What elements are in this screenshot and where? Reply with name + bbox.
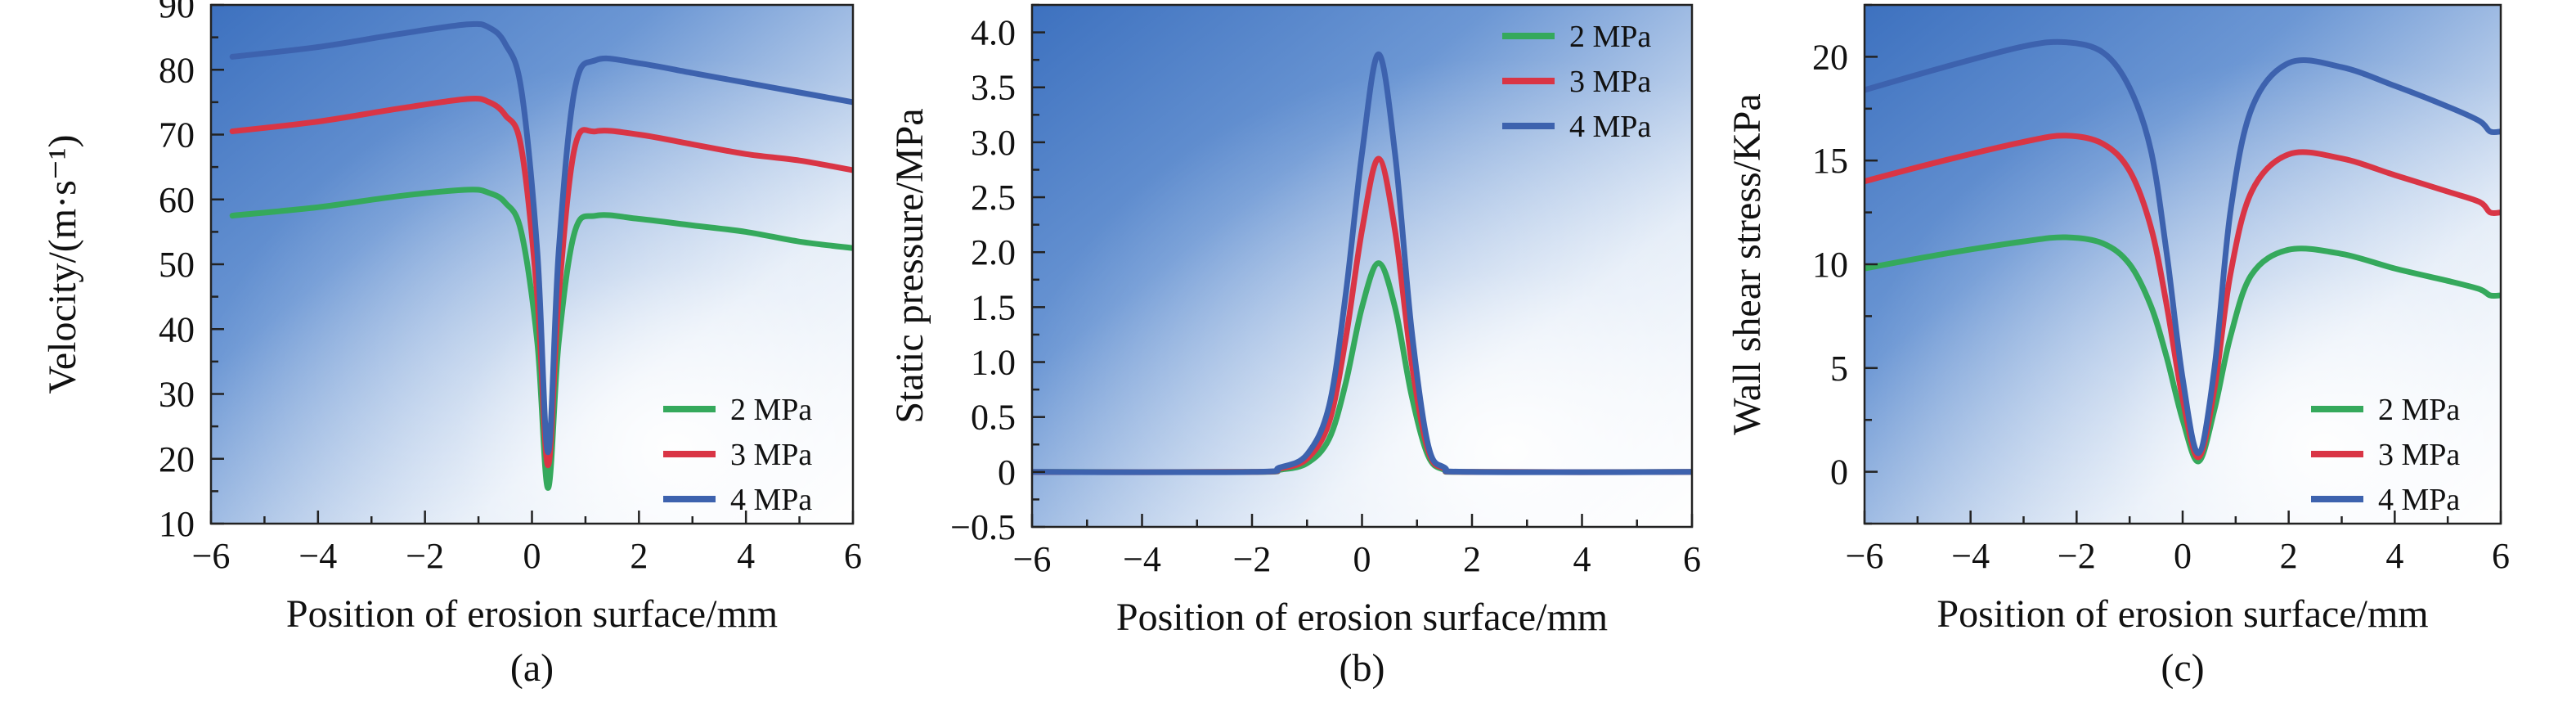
y-axis-label: Static pressure/MPa — [888, 108, 931, 423]
x-tick-label: −4 — [1951, 536, 1990, 576]
x-axis-label: Position of erosion surface/mm — [1936, 592, 2428, 636]
x-axis-label: Position of erosion surface/mm — [286, 592, 778, 636]
y-tick-label: 10 — [159, 504, 195, 544]
series-line-4-mpa — [1032, 51, 1692, 475]
y-tick-label: 15 — [1812, 141, 1848, 181]
y-axis-label: Wall shear stress/KPa — [1726, 93, 1769, 434]
x-tick-label: −2 — [1233, 539, 1272, 579]
x-tick-label: 6 — [2492, 536, 2510, 576]
panel-label: (c) — [2161, 646, 2204, 690]
y-tick-label: 2.5 — [971, 178, 1016, 218]
legend-label: 4 MPa — [730, 483, 812, 517]
legend-label: 4 MPa — [1569, 110, 1651, 144]
legend: 2 MPa 3 MPa 4 MPa — [1502, 20, 1651, 144]
x-tick-label: 2 — [2280, 536, 2298, 576]
legend: 2 MPa 3 MPa 4 MPa — [2311, 393, 2460, 517]
x-tick-label: 6 — [1683, 539, 1701, 579]
chart-panel-3: −6 −4 −2 0 2 4 6 0 5 10 15 20 Position of erosion su… — [1726, 3, 2510, 690]
y-tick-label: 5 — [1830, 349, 1848, 389]
series-line-4-mpa — [1865, 38, 2501, 457]
y-tick-label: 60 — [159, 180, 195, 220]
chart-panel-2: −6 −4 −2 0 2 4 6 −0.5 0 0.5 1.0 1.5 2.0 2.5 3.0 3.5 4.0 P… — [888, 3, 1701, 690]
y-tick-label: 80 — [159, 50, 195, 90]
y-tick-label: 90 — [159, 0, 195, 25]
y-tick-label: 10 — [1812, 245, 1848, 285]
legend-label: 2 MPa — [1569, 20, 1651, 54]
x-tick-label: −2 — [406, 536, 444, 576]
legend: 2 MPa 3 MPa 4 MPa — [663, 393, 812, 517]
legend-label: 2 MPa — [2378, 393, 2460, 427]
x-tick-label: 2 — [1463, 539, 1481, 579]
legend-label: 3 MPa — [2378, 438, 2460, 472]
panel-label: (a) — [510, 646, 554, 690]
legend-label: 3 MPa — [730, 438, 812, 472]
y-tick-label: 4.0 — [971, 13, 1016, 53]
x-tick-label: 6 — [844, 536, 862, 576]
series-line-2-mpa — [229, 187, 853, 491]
x-axis-label: Position of erosion surface/mm — [1116, 596, 1608, 639]
legend-label: 2 MPa — [730, 393, 812, 427]
y-tick-label: 0 — [998, 452, 1016, 493]
plot-background-glow — [1032, 5, 1692, 527]
x-tick-label: −4 — [1123, 539, 1161, 579]
y-tick-label: 0 — [1830, 452, 1848, 493]
legend-label: 4 MPa — [2378, 483, 2460, 517]
x-tick-label: −6 — [1846, 536, 1884, 576]
x-tick-label: 4 — [737, 536, 755, 576]
y-tick-label: 1.0 — [971, 343, 1016, 383]
legend-label: 3 MPa — [1569, 65, 1651, 99]
chart-panel-1: −6 −4 −2 0 2 4 6 10 20 30 40 50 60 70 80 90 Position of … — [41, 0, 862, 690]
x-tick-label: −6 — [1013, 539, 1052, 579]
x-tick-label: 0 — [1353, 539, 1371, 579]
series-line-4-mpa — [229, 20, 853, 456]
y-tick-label: 40 — [159, 309, 195, 349]
y-tick-label: 3.5 — [971, 68, 1016, 108]
x-tick-label: −6 — [192, 536, 231, 576]
panel-label: (b) — [1340, 646, 1385, 690]
y-tick-label: 20 — [1812, 37, 1848, 77]
x-tick-label: 0 — [523, 536, 541, 576]
y-tick-label: −0.5 — [950, 507, 1016, 547]
y-tick-label: 1.5 — [971, 287, 1016, 327]
x-tick-label: 4 — [2385, 536, 2403, 576]
y-tick-label: 0.5 — [971, 398, 1016, 438]
x-tick-label: 4 — [1573, 539, 1591, 579]
y-tick-label: 30 — [159, 375, 195, 415]
x-tick-label: 2 — [630, 536, 648, 576]
y-tick-label: 50 — [159, 245, 195, 285]
x-tick-label: 0 — [2174, 536, 2192, 576]
y-axis-label: Velocity/(m·s⁻¹) — [41, 135, 84, 394]
y-tick-label: 3.0 — [971, 123, 1016, 163]
y-tick-label: 20 — [159, 439, 195, 479]
series-line-3-mpa — [229, 96, 853, 469]
y-tick-label: 2.0 — [971, 232, 1016, 272]
x-tick-label: −2 — [2058, 536, 2096, 576]
x-tick-label: −4 — [298, 536, 337, 576]
plot-background-glow — [1865, 5, 2501, 524]
y-tick-label: 70 — [159, 115, 195, 155]
